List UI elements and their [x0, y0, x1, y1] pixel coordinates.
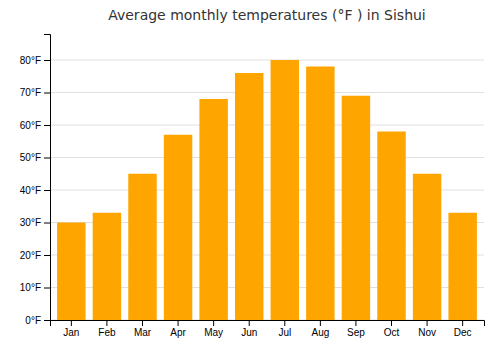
y-tick: 60°F: [20, 120, 50, 131]
marks: [57, 60, 477, 320]
x-tick-mark: [213, 320, 214, 326]
grid-line: [50, 157, 484, 158]
bar: [93, 213, 121, 320]
x-tick-label: Jul: [278, 327, 291, 338]
x-tick-mark: [427, 320, 428, 326]
x-tick-mark: [249, 320, 250, 326]
y-tick-mark: [44, 60, 50, 61]
x-tick: Nov: [418, 320, 436, 338]
x-tick: Dec: [454, 320, 472, 338]
y-axis-line: [44, 35, 51, 321]
x-axis-line: [51, 321, 485, 327]
y-tick: 50°F: [20, 152, 50, 163]
y-tick-mark: [44, 125, 50, 126]
x-tick: Aug: [311, 320, 329, 338]
y-tick-mark: [44, 223, 50, 224]
y-tick-label: 40°F: [20, 185, 41, 196]
y-tick-label: 80°F: [20, 55, 41, 66]
bar: [128, 174, 156, 320]
y-tick-label: 10°F: [20, 282, 41, 293]
x-tick-mark: [71, 320, 72, 326]
x-tick: Apr: [170, 320, 186, 338]
chart: Average monthly temperatures (°F ) in Si…: [0, 0, 500, 350]
x-tick-label: May: [204, 327, 223, 338]
x-tick-mark: [320, 320, 321, 326]
bar: [235, 73, 263, 320]
y-tick-label: 20°F: [20, 250, 41, 261]
y-tick: 30°F: [20, 217, 50, 228]
x-tick: Mar: [134, 320, 152, 338]
x-tick-label: Oct: [384, 327, 400, 338]
y-axis: 0°F 10°F 20°F 30°F 40°F 50°F 60°F 70°F 80°F: [20, 35, 51, 326]
x-tick-mark: [106, 320, 107, 326]
x-tick: Feb: [98, 320, 116, 338]
x-tick-mark: [462, 320, 463, 326]
y-tick: 20°F: [20, 250, 50, 261]
grid: [50, 60, 484, 320]
y-tick-mark: [44, 320, 50, 321]
x-tick: Jun: [241, 320, 257, 338]
bar: [306, 67, 334, 321]
x-tick: Jul: [278, 320, 291, 338]
x-tick: Oct: [384, 320, 400, 338]
x-tick-label: Apr: [170, 327, 186, 338]
x-tick-mark: [355, 320, 356, 326]
y-tick-mark: [44, 288, 50, 289]
x-tick-mark: [284, 320, 285, 326]
x-tick-mark: [142, 320, 143, 326]
bar: [271, 60, 299, 320]
x-tick-label: Jun: [241, 327, 257, 338]
y-tick-mark: [44, 158, 50, 159]
y-tick: 80°F: [20, 55, 50, 66]
y-tick-label: 0°F: [25, 315, 41, 326]
grid-line: [50, 125, 484, 126]
bar: [57, 223, 85, 321]
x-tick: May: [204, 320, 223, 338]
x-tick-label: Feb: [98, 327, 116, 338]
x-tick: Sep: [347, 320, 365, 338]
y-tick-label: 60°F: [20, 120, 41, 131]
y-tick: 40°F: [20, 185, 50, 196]
y-tick-label: 50°F: [20, 152, 41, 163]
grid-line: [50, 60, 484, 61]
bar: [448, 213, 476, 320]
x-tick-label: Mar: [134, 327, 152, 338]
y-tick-mark: [44, 255, 50, 256]
x-tick-label: Nov: [418, 327, 436, 338]
y-tick-mark: [44, 190, 50, 191]
x-tick-label: Dec: [454, 327, 472, 338]
x-tick-label: Aug: [311, 327, 329, 338]
bar: [342, 96, 370, 320]
grid-line: [50, 92, 484, 93]
x-tick: Jan: [63, 320, 79, 338]
x-tick-mark: [178, 320, 179, 326]
plot: 0°F 10°F 20°F 30°F 40°F 50°F 60°F 70°F 80°F Jan Fe…: [20, 35, 485, 339]
bar: [377, 132, 405, 321]
bar: [413, 174, 441, 320]
x-tick-label: Jan: [63, 327, 79, 338]
title: Average monthly temperatures (°F ) in Si…: [108, 7, 426, 23]
x-axis: Jan Feb Mar Apr May Jun Jul Aug Sep Oct Nov Dec: [51, 320, 485, 338]
bar: [199, 99, 227, 320]
bar: [164, 135, 192, 320]
x-tick-label: Sep: [347, 327, 365, 338]
y-tick-label: 30°F: [20, 217, 41, 228]
y-tick-label: 70°F: [20, 87, 41, 98]
y-tick: 0°F: [25, 315, 50, 326]
x-tick-mark: [391, 320, 392, 326]
y-tick: 10°F: [20, 282, 50, 293]
y-tick-mark: [44, 93, 50, 94]
y-tick: 70°F: [20, 87, 50, 98]
